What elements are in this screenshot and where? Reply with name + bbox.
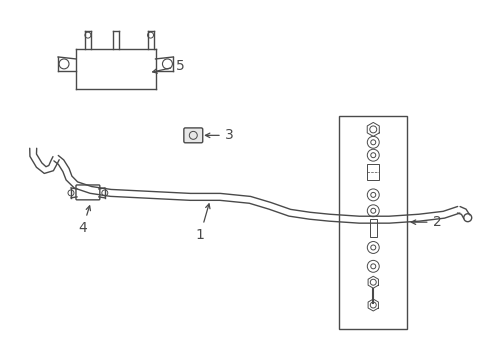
Text: 3: 3	[205, 129, 233, 142]
FancyBboxPatch shape	[183, 128, 203, 143]
Text: 2: 2	[410, 215, 440, 229]
Bar	[369, 219, 376, 237]
Text: 4: 4	[79, 206, 90, 235]
Bar	[366, 164, 379, 180]
Bar	[339, 116, 406, 329]
Text: 5: 5	[152, 59, 184, 73]
Text: 1: 1	[195, 204, 209, 242]
